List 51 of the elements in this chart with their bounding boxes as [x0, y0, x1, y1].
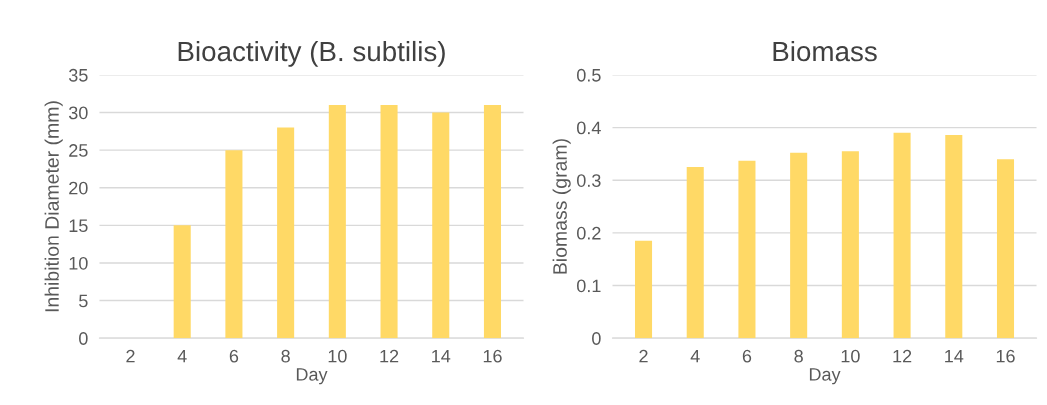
bar — [328, 105, 346, 339]
y-tick-label: 0.1 — [576, 279, 601, 293]
y-tick-label: 30 — [68, 106, 88, 120]
x-tick-label: 10 — [841, 349, 860, 363]
bar — [738, 160, 756, 339]
bar — [225, 150, 243, 339]
chart-title: Bioactivity (B. subtilis) — [178, 40, 445, 67]
bar — [841, 151, 859, 339]
x-tick-label: 16 — [483, 349, 502, 363]
x-tick-label: 16 — [996, 349, 1015, 363]
bar — [945, 134, 963, 339]
y-axis-title: Biomass (gram) — [552, 139, 571, 274]
x-tick-label: 4 — [690, 349, 700, 363]
x-tick-label: 8 — [281, 349, 290, 363]
y-tick-label: 20 — [69, 181, 88, 195]
x-tick-label: 12 — [893, 349, 912, 363]
bar — [380, 105, 398, 339]
y-tick-label: 0.3 — [576, 174, 601, 187]
bar — [173, 225, 191, 339]
y-tick-label: 35 — [68, 68, 88, 82]
y-tick-label: 15 — [69, 219, 88, 233]
chart-title: Biomass — [773, 40, 877, 62]
x-tick-label: 8 — [794, 349, 803, 363]
x-tick-label: 6 — [229, 349, 239, 363]
y-tick-label: 0.4 — [576, 121, 601, 135]
y-tick-label: 5 — [79, 294, 88, 308]
bar — [432, 112, 450, 339]
x-axis-title: Day — [296, 368, 328, 385]
x-tick-label: 6 — [742, 349, 752, 363]
x-tick-label: 2 — [639, 349, 648, 363]
y-tick-label: 25 — [69, 144, 88, 157]
y-tick-label: 0 — [592, 332, 601, 345]
x-tick-label: 14 — [432, 349, 451, 363]
x-tick-label: 2 — [126, 349, 135, 363]
y-tick-label: 0 — [79, 332, 88, 345]
x-axis-title: Day — [809, 368, 841, 385]
bar — [277, 127, 295, 339]
bar — [996, 159, 1015, 339]
y-axis-title: Inhibition Diameter (mm) — [44, 101, 63, 312]
x-tick-label: 4 — [177, 349, 187, 363]
y-tick-label: 0.2 — [576, 226, 601, 240]
bar — [483, 105, 502, 339]
y-tick-label: 0.5 — [576, 68, 601, 82]
bar — [634, 240, 653, 339]
y-tick-label: 10 — [69, 256, 88, 270]
x-tick-label: 14 — [945, 349, 964, 363]
x-tick-label: 10 — [328, 349, 347, 363]
bar — [686, 167, 704, 339]
bar — [893, 132, 911, 339]
bar — [790, 152, 808, 339]
x-tick-label: 12 — [380, 349, 399, 363]
